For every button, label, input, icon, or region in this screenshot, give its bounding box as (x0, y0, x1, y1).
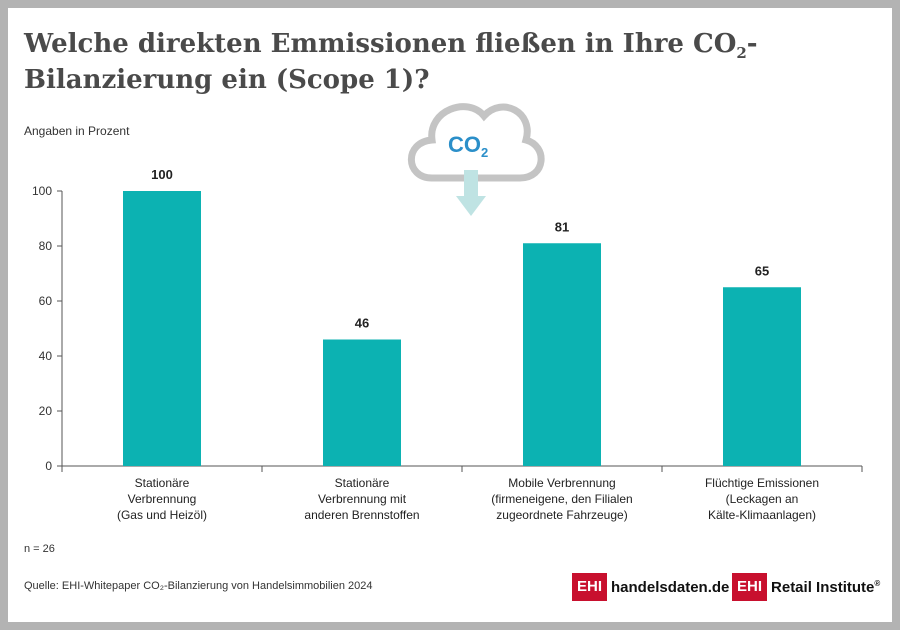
x-tick-label: Verbrennung mit (318, 492, 407, 506)
title-part-1: Welche direkten Emmissionen fließen in I… (24, 29, 737, 59)
y-tick-label: 0 (45, 459, 52, 473)
handelsdaten-logo: EHI handelsdaten.de (572, 573, 729, 601)
data-label: 100 (151, 167, 173, 182)
registered-mark: ® (874, 578, 881, 588)
data-label: 65 (755, 263, 769, 278)
bar (123, 191, 201, 466)
y-tick-label: 100 (32, 184, 52, 198)
retail-institute-logo: EHI Retail Institute® (732, 573, 880, 601)
chart-title: Welche direkten Emmissionen fließen in I… (24, 26, 874, 98)
x-tick-label: anderen Brennstoffen (304, 508, 419, 522)
chart-subtitle: Angaben in Prozent (24, 124, 130, 138)
sample-size-note: n = 26 (24, 543, 55, 555)
x-tick-label: zugeordnete Fahrzeuge) (496, 508, 627, 522)
x-tick-label: Stationäre (335, 476, 390, 490)
bar (723, 287, 801, 466)
bars (123, 191, 801, 466)
ehi-logo-box: EHI (732, 573, 768, 601)
x-tick-label: (Leckagen an (726, 492, 799, 506)
title-part-2: -Bilanzierung ein (Scope 1)? (24, 29, 758, 95)
retail-institute-text: Retail Institute (771, 578, 875, 596)
arrow-shaft (464, 170, 478, 198)
x-tick-label: Stationäre (135, 476, 190, 490)
labels: 100 Stationäre Verbrennung (Gas und Heizöl)… (117, 167, 819, 522)
title-subscript: 2 (736, 44, 747, 63)
co2-cloud-icon: CO2 (407, 103, 545, 216)
ehi-logo-box: EHI (572, 573, 608, 601)
y-tick-label: 60 (39, 294, 53, 308)
data-label: 81 (555, 219, 569, 234)
source-note: Quelle: EHI-Whitepaper CO₂-Bilanzierung … (24, 580, 373, 592)
co2-text: CO2 (448, 132, 488, 160)
data-label: 46 (355, 316, 369, 331)
co2-sub: 2 (481, 145, 488, 160)
handelsdaten-logo-text: handelsdaten.de (611, 578, 730, 596)
co2-main: CO (448, 132, 481, 157)
x-tick-label: Mobile Verbrennung (508, 476, 615, 490)
y-tick-label: 40 (39, 349, 53, 363)
cloud-shape (407, 103, 545, 182)
x-tick-label: Flüchtige Emissionen (705, 476, 819, 490)
x-tick-label: (firmeneigene, den Filialen (491, 492, 632, 506)
x-tick-label: (Gas und Heizöl) (117, 508, 207, 522)
bar (323, 339, 401, 466)
retail-institute-logo-text: Retail Institute® (771, 579, 880, 596)
x-tick-label: Kälte-Klimaanlagen) (708, 508, 816, 522)
arrow-head (456, 196, 486, 216)
y-tick-label: 20 (39, 404, 53, 418)
y-tick-label: 80 (39, 239, 53, 253)
x-tick-label: Verbrennung (128, 492, 197, 506)
bar (523, 243, 601, 466)
